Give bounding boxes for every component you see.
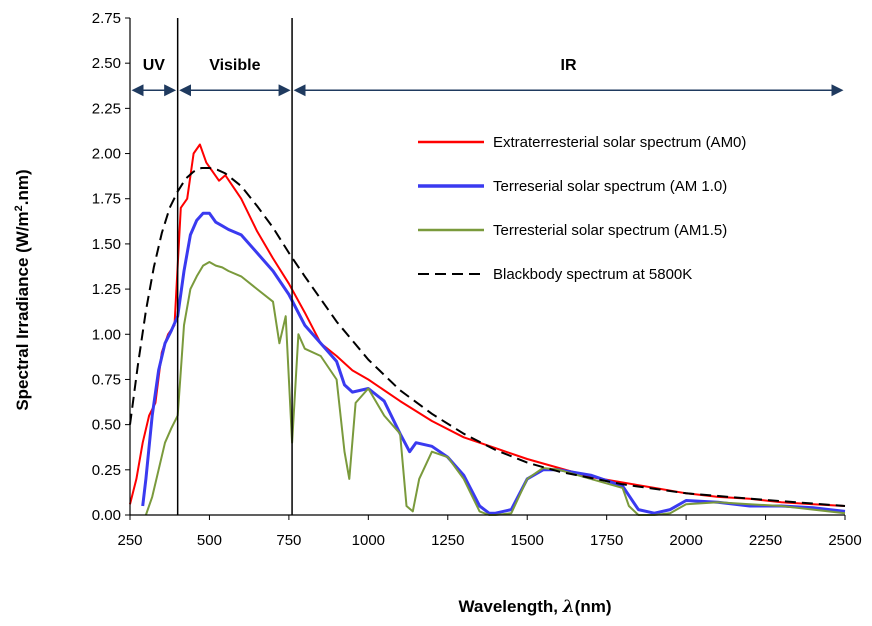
x-tick-label-8: 2000 <box>669 532 702 549</box>
y-tick-label-10: 2.25 <box>92 100 121 117</box>
y-tick-label-9: 2.00 <box>92 146 121 163</box>
series-line-2 <box>141 211 846 515</box>
legend-label-3: Terresterial solar spectrum (AM1.5) <box>493 222 727 239</box>
x-tick-label-3: 750 <box>276 532 301 549</box>
y-tick-label-6: 1.25 <box>92 281 121 298</box>
region-label-3: IR <box>561 57 577 74</box>
y-tick-label-5: 1.00 <box>92 326 121 343</box>
x-axis-label: Wavelength, λ(nm) <box>459 597 612 617</box>
series-line-3 <box>144 261 846 516</box>
y-tick-label-3: 0.50 <box>92 417 121 434</box>
y-tick-label-2: 0.25 <box>92 462 121 479</box>
y-tick-label-7: 1.50 <box>92 236 121 253</box>
x-tick-label-2: 500 <box>197 532 222 549</box>
region-label-1: UV <box>143 57 166 74</box>
plot-area <box>130 18 845 515</box>
x-tick-label-4: 1000 <box>352 532 385 549</box>
legend-label-2: Terreserial solar spectrum (AM 1.0) <box>493 178 727 195</box>
x-tick-label-6: 1500 <box>511 532 544 549</box>
y-axis-label: Spectral Irradiance (W/m2.nm) <box>13 169 32 410</box>
legend: Extraterresterial solar spectrum (AM0) Te… <box>418 134 746 283</box>
region-layer: UV Visible IR <box>131 18 844 515</box>
series-layer <box>129 143 846 516</box>
series-line-4 <box>129 167 846 507</box>
y-tick-label-11: 2.50 <box>92 55 121 72</box>
legend-label-4: Blackbody spectrum at 5800K <box>493 266 692 283</box>
x-tick-label-7: 1750 <box>590 532 623 549</box>
y-tick-label-8: 1.75 <box>92 191 121 208</box>
x-tick-label-9: 2250 <box>749 532 782 549</box>
region-label-2: Visible <box>209 57 260 74</box>
axes-layer: 0.00 0.25 0.50 0.75 1.00 1.25 1.50 1.75 2.00 2.25… <box>92 10 862 549</box>
x-tick-label-10: 2500 <box>828 532 861 549</box>
plot-background <box>130 18 845 515</box>
y-tick-label-4: 0.75 <box>92 371 121 388</box>
x-tick-label-1: 250 <box>117 532 142 549</box>
y-tick-label-12: 2.75 <box>92 10 121 27</box>
y-tick-label-1: 0.00 <box>92 507 121 524</box>
x-tick-label-5: 1250 <box>431 532 464 549</box>
legend-label-1: Extraterresterial solar spectrum (AM0) <box>493 134 746 151</box>
